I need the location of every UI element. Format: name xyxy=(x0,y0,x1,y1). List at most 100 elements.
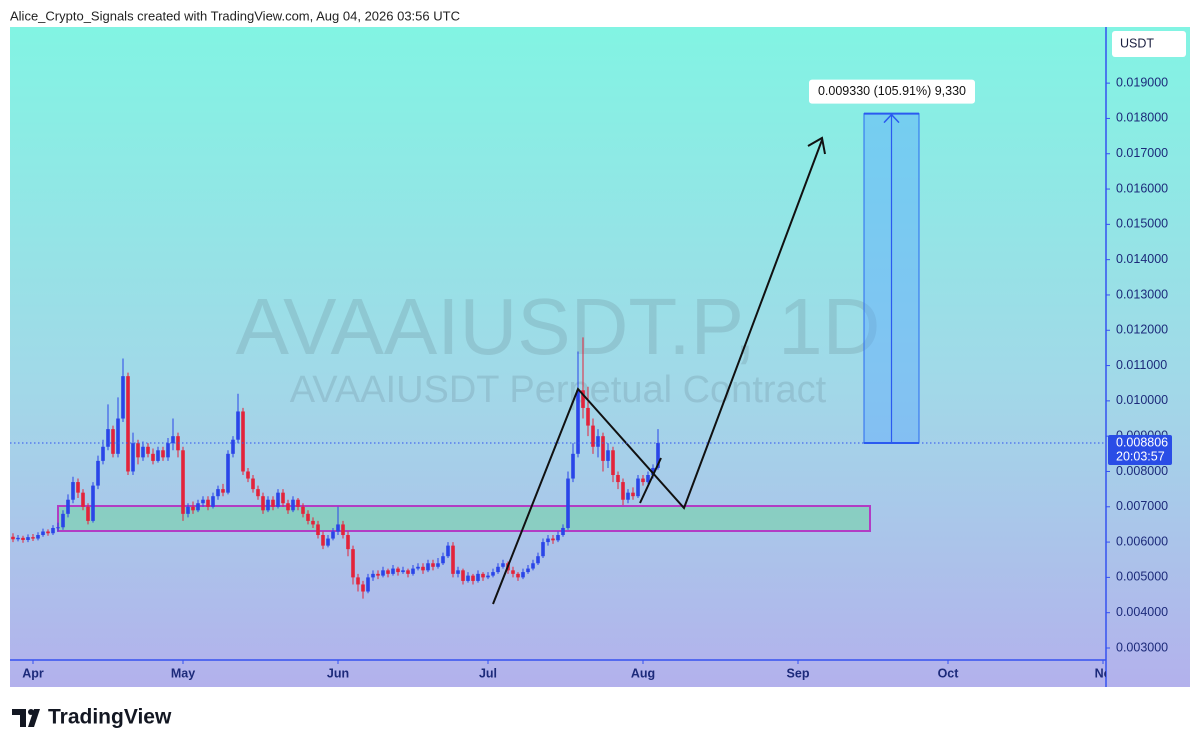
y-tick-label: 0.003000 xyxy=(1116,640,1168,654)
candle-body xyxy=(111,429,115,454)
candle-body xyxy=(11,536,15,540)
candle-body xyxy=(546,538,550,543)
candle-body xyxy=(376,573,380,576)
candle-body xyxy=(511,570,515,574)
candle-body xyxy=(251,478,255,490)
candle-body xyxy=(331,531,335,539)
candle-body xyxy=(261,496,265,511)
candle-body xyxy=(26,537,30,540)
x-tick-label: May xyxy=(171,666,195,680)
candle-body xyxy=(386,570,390,574)
pattern-drawing xyxy=(492,136,826,605)
x-axis: Apr May Jun Jul Aug Sep Oct No xyxy=(22,660,1106,680)
currency-box xyxy=(1112,31,1186,57)
projection-label: 0.009330 (105.91%) 9,330 xyxy=(818,84,966,98)
candle-body xyxy=(66,499,70,514)
watermark-subtitle: AVAAIUSDT Perpetual Contract xyxy=(290,369,827,411)
candle-body xyxy=(571,453,575,479)
header: Alice_Crypto_Signals created with Tradin… xyxy=(10,8,460,23)
candle-body xyxy=(91,485,95,521)
candle-body xyxy=(86,506,90,521)
candle-body xyxy=(101,446,105,461)
candle-body xyxy=(411,568,415,574)
y-tick-label: 0.010000 xyxy=(1116,393,1168,407)
candle-body xyxy=(61,513,65,528)
candle-body xyxy=(171,436,175,444)
y-tick-label: 0.018000 xyxy=(1116,111,1168,125)
candle-body xyxy=(116,418,120,454)
candle-body xyxy=(291,499,295,511)
candle-body xyxy=(16,537,20,540)
candle-body xyxy=(246,471,250,479)
candle-body xyxy=(186,506,190,514)
candle-body xyxy=(56,527,60,529)
candle-body xyxy=(611,450,615,476)
candle-body xyxy=(191,506,195,511)
candle-body xyxy=(606,450,610,461)
candle-body xyxy=(141,446,145,458)
candle-body xyxy=(181,450,185,514)
candle-body xyxy=(361,584,365,592)
candle-body xyxy=(326,538,330,546)
footer-brand: TradingView xyxy=(48,706,172,729)
candle-body xyxy=(36,535,40,539)
chart-background xyxy=(10,27,1190,687)
candle-body xyxy=(516,573,520,578)
y-tick-label: 0.008000 xyxy=(1116,464,1168,478)
candle-body xyxy=(316,524,320,536)
candle-body xyxy=(306,513,310,521)
flag-line xyxy=(639,457,662,504)
candle-body xyxy=(96,460,100,486)
y-tick-label: 0.019000 xyxy=(1116,75,1168,89)
candle-body xyxy=(31,537,35,539)
candle-body xyxy=(241,411,245,472)
candle-body xyxy=(641,478,645,483)
candle-body xyxy=(491,572,495,576)
candle-body xyxy=(551,538,555,541)
footer-logo: TradingView xyxy=(12,706,172,729)
candle-body xyxy=(51,527,55,534)
candle-body xyxy=(651,467,655,476)
candle-body xyxy=(401,570,405,573)
candle-body xyxy=(46,531,50,534)
candle-body xyxy=(536,556,540,564)
candle-body xyxy=(636,478,640,497)
currency: USDT xyxy=(1120,36,1154,50)
candle-body xyxy=(211,496,215,507)
candle-body xyxy=(471,575,475,581)
candle-body xyxy=(356,577,360,585)
candle-body xyxy=(486,575,490,578)
candle-body xyxy=(286,503,290,511)
candle-body xyxy=(521,572,525,578)
support-zone xyxy=(57,505,871,532)
candle-body xyxy=(41,531,45,536)
candle-body xyxy=(556,535,560,541)
candle-body xyxy=(231,439,235,454)
candle-body xyxy=(396,568,400,573)
y-tick-label: 0.015000 xyxy=(1116,217,1168,231)
overlay: 0.009330 (105.91%) 9,330 xyxy=(10,79,1106,445)
candle-body xyxy=(311,520,315,525)
y-tick-label: 0.013000 xyxy=(1116,287,1168,301)
candle-body xyxy=(166,443,170,458)
candle-body xyxy=(126,376,130,472)
candle-body xyxy=(71,482,75,500)
candle-body xyxy=(156,450,160,461)
y-tick-label: 0.011000 xyxy=(1116,358,1167,372)
y-tick-label: 0.004000 xyxy=(1116,605,1168,619)
candle-body xyxy=(466,575,470,581)
candle-body xyxy=(206,499,210,507)
candle-body xyxy=(581,390,585,408)
candle-body xyxy=(226,453,230,493)
candle-body xyxy=(646,475,650,483)
candle-body xyxy=(256,489,260,497)
arrow-head xyxy=(807,136,826,155)
candle-body xyxy=(621,482,625,500)
candle-body xyxy=(626,492,630,500)
candle-body xyxy=(461,570,465,581)
candle-body xyxy=(481,573,485,578)
candle-body xyxy=(301,506,305,514)
candle-body xyxy=(341,524,345,536)
last-price-box xyxy=(1108,435,1172,466)
